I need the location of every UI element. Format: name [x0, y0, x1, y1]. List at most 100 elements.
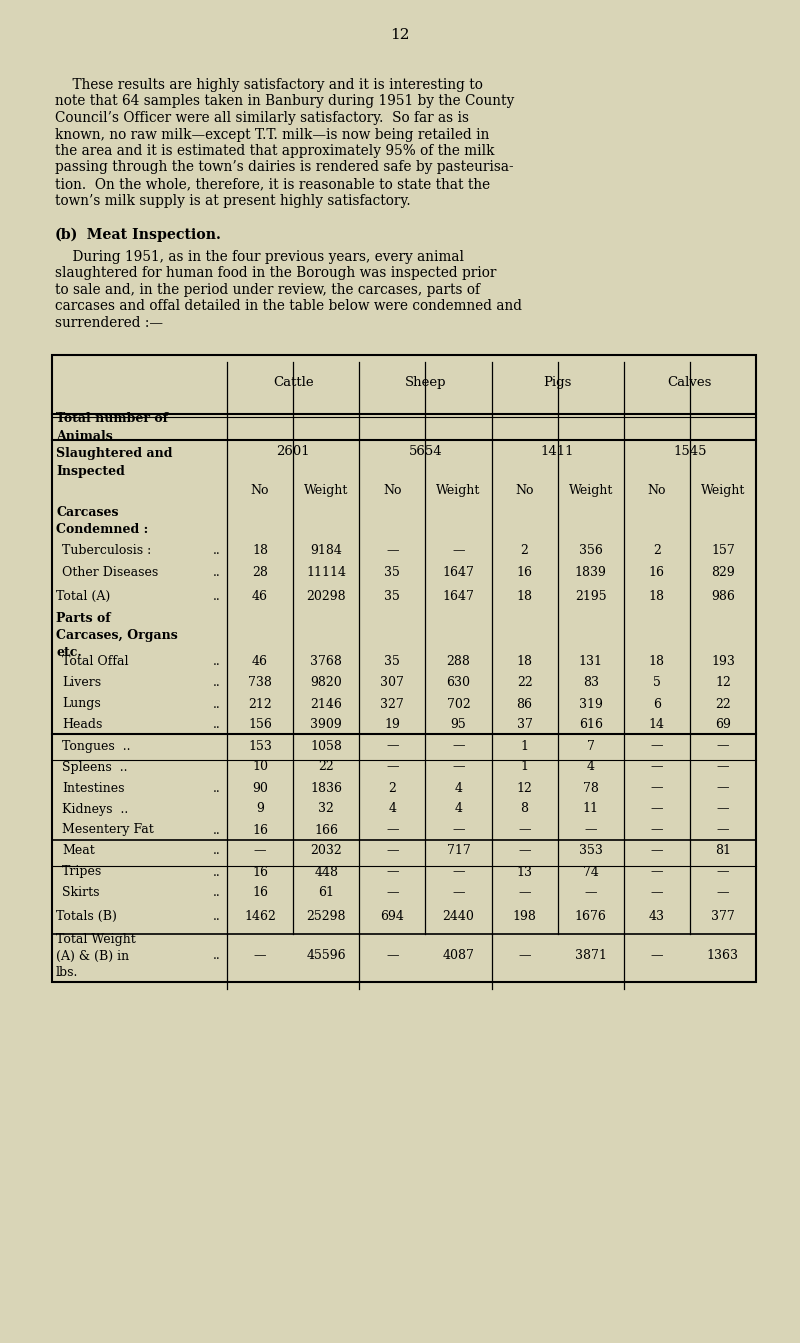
Text: 18: 18: [517, 655, 533, 669]
Text: —: —: [386, 760, 398, 774]
Text: —: —: [650, 865, 663, 878]
Text: the area and it is estimated that approximately 95% of the milk: the area and it is estimated that approx…: [55, 144, 494, 158]
Text: 45596: 45596: [306, 950, 346, 962]
Text: Carcases
Condemned :: Carcases Condemned :: [56, 505, 148, 536]
Text: 25298: 25298: [306, 911, 346, 923]
Text: 1462: 1462: [244, 911, 276, 923]
Text: —: —: [650, 782, 663, 795]
Text: —: —: [452, 760, 465, 774]
Text: —: —: [386, 886, 398, 900]
Text: —: —: [386, 823, 398, 837]
Text: 4: 4: [454, 782, 462, 795]
Text: 16: 16: [252, 886, 268, 900]
Text: 18: 18: [517, 590, 533, 603]
Text: No: No: [647, 483, 666, 497]
Text: ..: ..: [214, 655, 221, 669]
Text: —: —: [585, 823, 597, 837]
Text: 829: 829: [711, 565, 735, 579]
Text: 95: 95: [450, 719, 466, 732]
Text: 18: 18: [252, 544, 268, 557]
Text: ..: ..: [214, 677, 221, 689]
Text: 356: 356: [578, 544, 602, 557]
Text: 4: 4: [586, 760, 594, 774]
Text: 193: 193: [711, 655, 735, 669]
Text: During 1951, as in the four previous years, every animal: During 1951, as in the four previous yea…: [55, 250, 464, 265]
Text: 156: 156: [248, 719, 272, 732]
Text: 2: 2: [388, 782, 396, 795]
Text: 12: 12: [715, 677, 731, 689]
Text: —: —: [650, 950, 663, 962]
Text: 1: 1: [521, 760, 529, 774]
Text: —: —: [717, 803, 729, 815]
Text: Calves: Calves: [668, 376, 712, 388]
Text: These results are highly satisfactory and it is interesting to: These results are highly satisfactory an…: [55, 78, 483, 93]
Text: Council’s Officer were all similarly satisfactory.  So far as is: Council’s Officer were all similarly sat…: [55, 111, 469, 125]
Text: 18: 18: [649, 590, 665, 603]
Text: —: —: [717, 865, 729, 878]
Text: —: —: [518, 950, 531, 962]
Text: 35: 35: [384, 590, 400, 603]
Text: —: —: [650, 760, 663, 774]
Text: Other Diseases: Other Diseases: [62, 565, 158, 579]
Text: —: —: [386, 544, 398, 557]
Text: Total (A): Total (A): [56, 590, 110, 603]
Text: 307: 307: [380, 677, 404, 689]
Text: 2: 2: [521, 544, 529, 557]
Text: 7: 7: [586, 740, 594, 752]
Text: 9: 9: [256, 803, 264, 815]
Bar: [52, 355, 756, 982]
Text: note that 64 samples taken in Banbury during 1951 by the County: note that 64 samples taken in Banbury du…: [55, 94, 514, 109]
Text: 1411: 1411: [541, 445, 574, 458]
Text: 1363: 1363: [707, 950, 739, 962]
Text: Total Weight
(A) & (B) in
lbs.: Total Weight (A) & (B) in lbs.: [56, 932, 136, 979]
Text: 5654: 5654: [409, 445, 442, 458]
Text: No: No: [383, 483, 402, 497]
Text: 69: 69: [715, 719, 731, 732]
Text: 22: 22: [715, 697, 731, 710]
Text: —: —: [254, 950, 266, 962]
Text: Total Offal: Total Offal: [62, 655, 129, 669]
Text: 319: 319: [578, 697, 602, 710]
Text: 2: 2: [653, 544, 661, 557]
Text: 22: 22: [318, 760, 334, 774]
Text: 83: 83: [582, 677, 598, 689]
Text: 16: 16: [252, 865, 268, 878]
Text: —: —: [452, 886, 465, 900]
Text: 13: 13: [517, 865, 533, 878]
Text: —: —: [585, 886, 597, 900]
Text: —: —: [717, 760, 729, 774]
Text: 288: 288: [446, 655, 470, 669]
Text: Pigs: Pigs: [543, 376, 572, 388]
Text: town’s milk supply is at present highly satisfactory.: town’s milk supply is at present highly …: [55, 193, 410, 208]
Text: 46: 46: [252, 655, 268, 669]
Text: Weight: Weight: [436, 483, 481, 497]
Text: passing through the town’s dairies is rendered safe by pasteurisa-: passing through the town’s dairies is re…: [55, 161, 514, 175]
Text: —: —: [452, 740, 465, 752]
Text: 717: 717: [446, 845, 470, 857]
Text: 35: 35: [384, 565, 400, 579]
Text: 2032: 2032: [310, 845, 342, 857]
Text: 14: 14: [649, 719, 665, 732]
Text: 1676: 1676: [574, 911, 606, 923]
Text: —: —: [717, 782, 729, 795]
Text: Tongues  ..: Tongues ..: [62, 740, 130, 752]
Text: 35: 35: [384, 655, 400, 669]
Text: —: —: [386, 740, 398, 752]
Text: 616: 616: [578, 719, 602, 732]
Text: 2440: 2440: [442, 911, 474, 923]
Text: —: —: [518, 886, 531, 900]
Text: ..: ..: [214, 565, 221, 579]
Text: 11: 11: [582, 803, 598, 815]
Text: Meat Inspection.: Meat Inspection.: [77, 228, 221, 242]
Text: Livers: Livers: [62, 677, 101, 689]
Text: Total number of
Animals
Slaughtered and
Inspected: Total number of Animals Slaughtered and …: [56, 412, 173, 478]
Text: 738: 738: [248, 677, 272, 689]
Text: Sheep: Sheep: [405, 376, 446, 388]
Text: —: —: [518, 823, 531, 837]
Text: 1839: 1839: [574, 565, 606, 579]
Text: Intestines: Intestines: [62, 782, 125, 795]
Text: 986: 986: [711, 590, 735, 603]
Text: ..: ..: [214, 950, 221, 962]
Text: —: —: [386, 865, 398, 878]
Text: 353: 353: [578, 845, 602, 857]
